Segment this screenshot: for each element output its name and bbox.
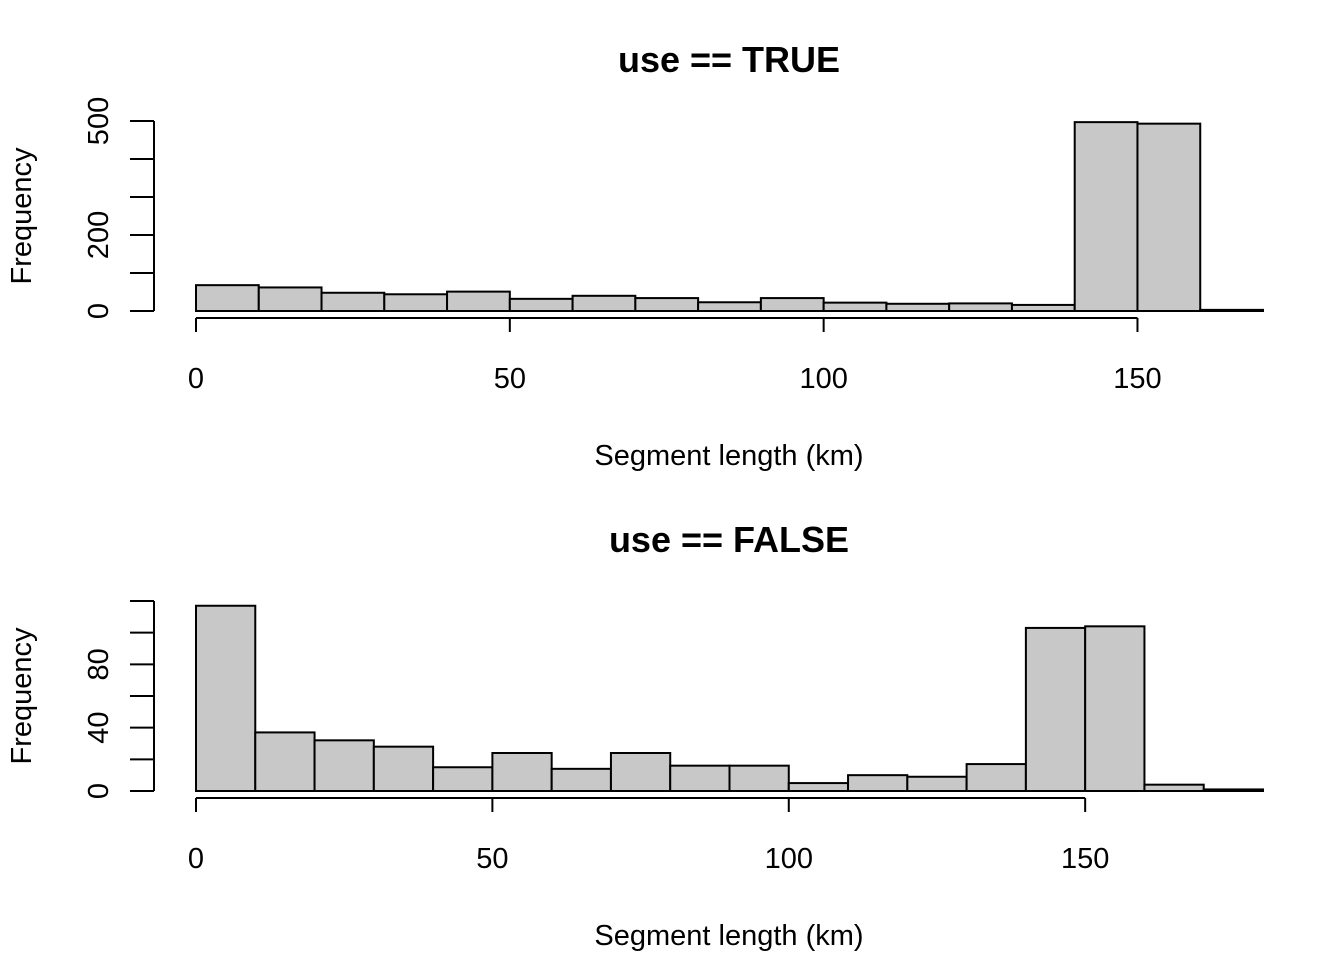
histogram-bar bbox=[320, 291, 386, 313]
histogram-bar bbox=[787, 782, 850, 792]
histogram-bar bbox=[550, 767, 612, 792]
histogram-bar bbox=[383, 293, 449, 312]
histogram-bar bbox=[822, 301, 888, 313]
x-axis-label: Segment length (km) bbox=[594, 440, 863, 472]
histogram-bar bbox=[728, 764, 790, 793]
histogram-bar bbox=[1143, 783, 1205, 793]
y-axis-label: Frequency bbox=[6, 627, 38, 765]
histogram-panel-use-true: use == TRUE Segment length (km) Frequenc… bbox=[6, 39, 1265, 472]
y-tick-label: 0 bbox=[83, 783, 115, 799]
x-tick-label: 50 bbox=[494, 363, 526, 395]
chart-title: use == FALSE bbox=[609, 519, 849, 560]
x-tick-label: 100 bbox=[765, 843, 813, 875]
x-tick-label: 150 bbox=[1113, 363, 1161, 395]
histogram-bar bbox=[195, 284, 260, 313]
histogram-bar bbox=[885, 302, 951, 312]
bars bbox=[195, 121, 1265, 313]
y-tick-label: 0 bbox=[83, 303, 115, 319]
chart-title: use == TRUE bbox=[618, 39, 840, 80]
y-axis-label: Frequency bbox=[6, 147, 38, 285]
histogram-bar bbox=[847, 774, 909, 793]
histogram-bar bbox=[1136, 122, 1202, 312]
x-axis: 0 50 100 150 bbox=[188, 317, 1162, 395]
y-tick-label: 500 bbox=[83, 97, 115, 145]
histogram-bar bbox=[432, 766, 494, 792]
histogram-bar bbox=[254, 731, 316, 793]
histogram-bar bbox=[609, 752, 672, 792]
y-tick-label: 40 bbox=[83, 712, 115, 744]
histogram-bar bbox=[1202, 788, 1264, 793]
histogram-bar bbox=[759, 297, 825, 312]
histogram-bar bbox=[1084, 625, 1146, 792]
x-tick-label: 100 bbox=[799, 363, 847, 395]
bars bbox=[195, 604, 1264, 793]
histogram-bar bbox=[948, 302, 1013, 312]
histogram-bar bbox=[1073, 121, 1139, 312]
y-tick-label: 80 bbox=[83, 648, 115, 680]
histogram-bar bbox=[697, 301, 762, 313]
histogram-bar bbox=[634, 297, 700, 312]
histogram-bar bbox=[508, 297, 574, 312]
y-axis: 0 40 80 bbox=[83, 600, 155, 799]
x-tick-label: 150 bbox=[1061, 843, 1109, 875]
histogram-bar bbox=[491, 752, 553, 792]
x-tick-label: 0 bbox=[188, 843, 204, 875]
histogram-bar bbox=[906, 775, 968, 792]
histogram-bar bbox=[257, 286, 323, 313]
histogram-bar bbox=[965, 763, 1027, 792]
histogram-bar bbox=[1010, 303, 1076, 313]
histogram-bar bbox=[669, 764, 731, 793]
histogram-bar bbox=[195, 604, 257, 792]
histogram-bar bbox=[1199, 308, 1265, 312]
histogram-panel-use-false: use == FALSE Segment length (km) Frequen… bbox=[6, 519, 1264, 952]
histogram-bar bbox=[571, 294, 637, 312]
x-axis-label: Segment length (km) bbox=[594, 920, 863, 952]
y-axis: 0 200 500 bbox=[83, 97, 155, 319]
x-tick-label: 50 bbox=[476, 843, 508, 875]
histogram-bar bbox=[313, 739, 375, 792]
histogram-bar bbox=[1024, 626, 1087, 793]
histogram-bar bbox=[446, 290, 511, 312]
x-tick-label: 0 bbox=[188, 363, 204, 395]
y-tick-label: 200 bbox=[83, 211, 115, 259]
x-axis: 0 50 100 150 bbox=[188, 797, 1109, 875]
histogram-bar bbox=[372, 745, 435, 793]
